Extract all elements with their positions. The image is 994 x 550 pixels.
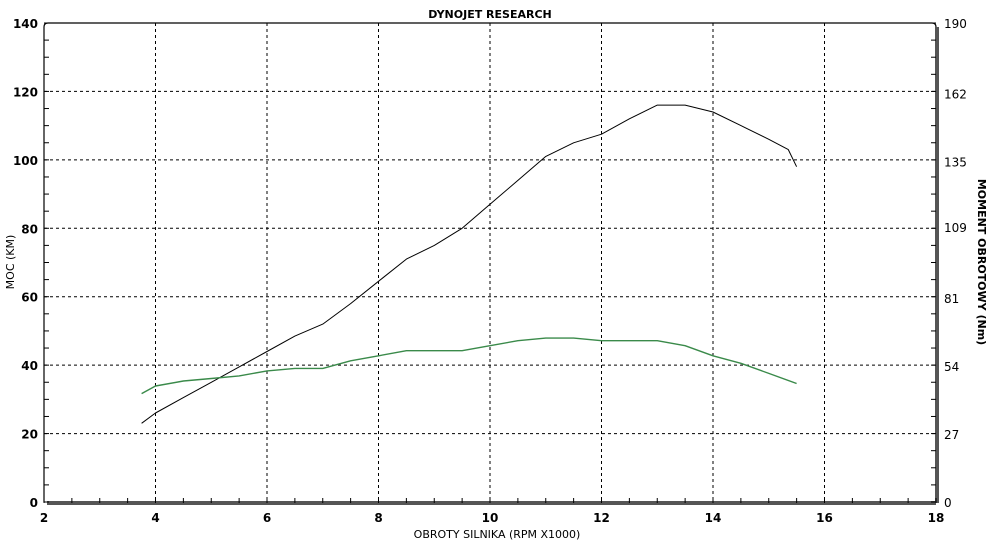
y2-tick-label: 109 [944,221,967,235]
x-tick-label: 16 [816,511,833,525]
x-tick-label: 4 [151,511,159,525]
y2-tick-label: 54 [944,360,959,374]
power-line [141,104,798,424]
x-tick-label: 12 [593,511,610,525]
y-tick-label: 120 [13,85,38,99]
y-tick-label: 100 [13,154,38,168]
x-tick-label: 14 [705,511,722,525]
torque-line [141,337,797,395]
plot-frame [43,22,937,502]
x-tick-label: 18 [928,511,945,525]
x-tick-label: 6 [263,511,271,525]
x-axis-label: OBROTY SILNIKA (RPM X1000) [414,528,581,541]
y2-tick-label: 190 [944,17,967,31]
y-tick-label: 40 [21,359,38,373]
y-tick-label: 60 [21,291,38,305]
x-tick-label: 8 [374,511,382,525]
y-tick-label: 0 [30,496,38,510]
y-tick-label: 80 [21,222,38,236]
y2-tick-label: 135 [944,156,967,170]
chart-title: DYNOJET RESEARCH [428,8,551,21]
series-lines [141,104,798,424]
y-tick-label: 140 [13,17,38,31]
axes: 2 4 6 8 10 12 14 16 1802040608010012014002754811… [13,17,967,525]
y2-tick-label: 27 [944,428,959,442]
y2-tick-label: 0 [944,496,952,510]
y-tick-label: 20 [21,428,38,442]
x-tick-label: 10 [482,511,499,525]
y-axis-label: MOC (KM) [4,235,17,290]
y2-axis-label: MOMENT OBROTOWY (Nm) [975,179,988,345]
x-tick-label: 2 [40,511,48,525]
y2-tick-label: 162 [944,88,967,102]
y2-tick-label: 81 [944,292,959,306]
grid [44,23,936,502]
